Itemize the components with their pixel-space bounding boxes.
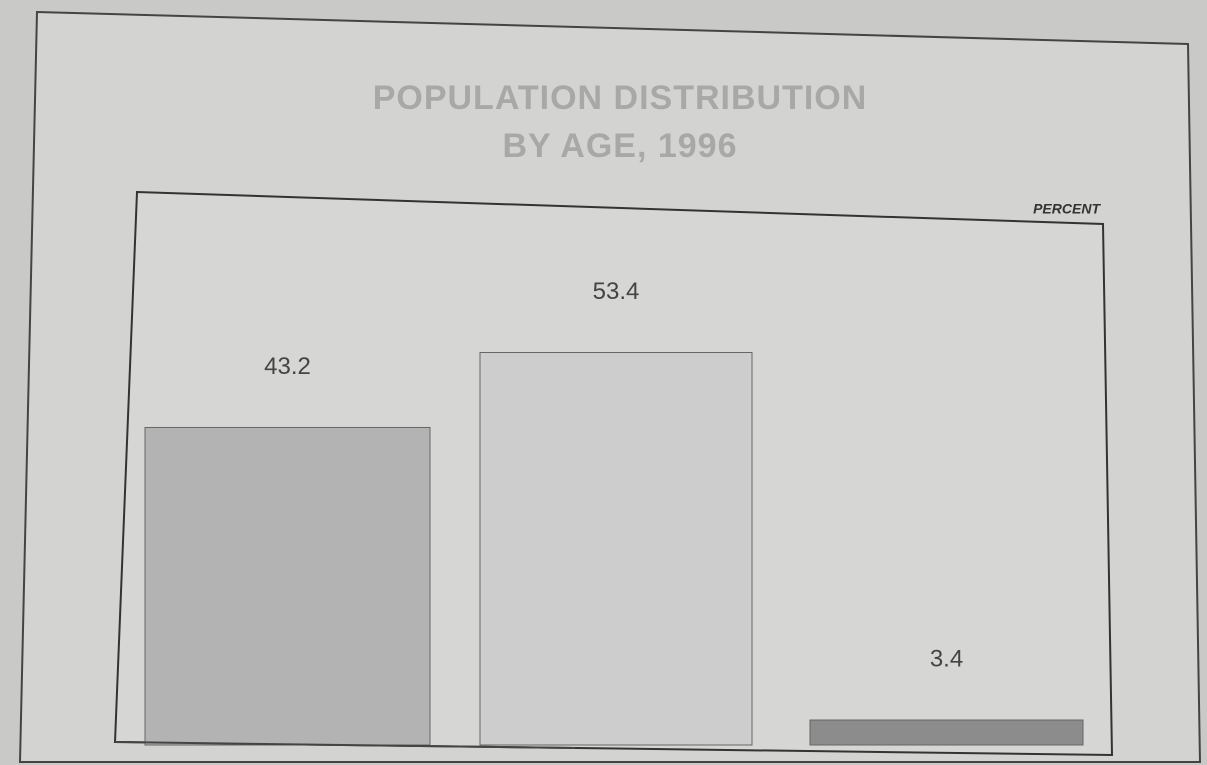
data-label: 3.4: [930, 645, 963, 672]
chart-title: BY AGE, 1996: [502, 127, 737, 165]
bar: [144, 426, 431, 746]
baseline: [114, 741, 576, 749]
data-label: 53.4: [593, 278, 640, 305]
chart-title: POPULATION DISTRIBUTION: [373, 79, 868, 117]
bar: [809, 719, 1084, 746]
unit-label: PERCENT: [1033, 201, 1101, 217]
data-label: 43.2: [264, 353, 311, 380]
bar: [479, 352, 753, 746]
